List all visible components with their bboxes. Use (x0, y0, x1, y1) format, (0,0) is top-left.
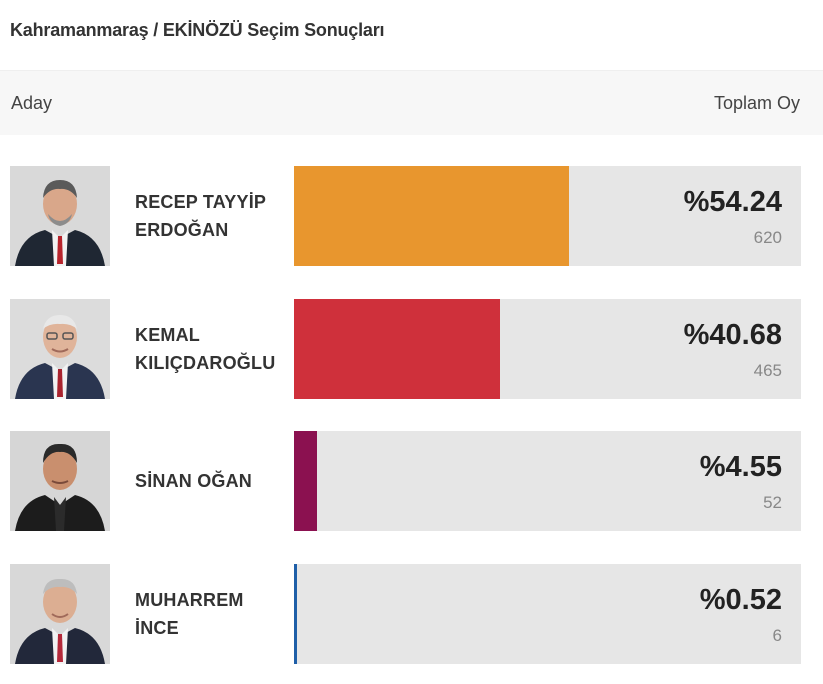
vote-bar-fill (294, 299, 500, 399)
vote-count: 465 (753, 361, 782, 380)
candidate-name-line1: RECEP TAYYİP (135, 192, 267, 212)
candidate-photo (10, 166, 110, 266)
vote-count: 620 (753, 228, 782, 247)
vote-bar-track: %4.55 52 (294, 431, 801, 531)
header-candidate: Aday (11, 93, 53, 113)
candidate-name-line1: MUHARREM (135, 590, 244, 610)
vote-percent: %4.55 (699, 451, 782, 483)
candidate-photo (10, 431, 110, 531)
vote-bar-track: %0.52 6 (294, 564, 801, 664)
candidate-photo (10, 564, 110, 664)
candidate-name-line2: ERDOĞAN (135, 220, 229, 240)
candidate-row[interactable]: SİNAN OĞAN %4.55 52 (0, 431, 823, 531)
vote-percent: %0.52 (699, 584, 782, 616)
vote-bar-track: %54.24 620 (294, 166, 801, 266)
vote-count: 6 (772, 626, 782, 645)
vote-bar-fill (294, 166, 569, 266)
candidate-name-line1: KEMAL (135, 325, 200, 345)
candidate-photo (10, 299, 110, 399)
vote-percent: %54.24 (683, 186, 782, 218)
candidate-name: RECEP TAYYİP ERDOĞAN (135, 166, 285, 266)
vote-count: 52 (763, 493, 782, 512)
header-total-votes: Toplam Oy (713, 93, 800, 113)
candidate-name: KEMAL KILIÇDAROĞLU (135, 299, 285, 399)
candidate-name: MUHARREM İNCE (135, 564, 285, 664)
candidate-portrait-icon (10, 299, 110, 399)
candidate-portrait-icon (10, 564, 110, 664)
vote-bar-fill (294, 564, 297, 664)
candidate-row[interactable]: MUHARREM İNCE %0.52 6 (0, 564, 823, 664)
candidate-name-line2: KILIÇDAROĞLU (135, 353, 276, 373)
candidate-portrait-icon (10, 166, 110, 266)
candidate-row[interactable]: KEMAL KILIÇDAROĞLU %40.68 465 (0, 299, 823, 399)
candidate-row[interactable]: RECEP TAYYİP ERDOĞAN %54.24 620 (0, 166, 823, 266)
photo-tie (57, 236, 63, 264)
vote-bar-fill (294, 431, 317, 531)
vote-bar-track: %40.68 465 (294, 299, 801, 399)
candidate-name: SİNAN OĞAN (135, 431, 285, 531)
page-title: Kahramanmaraş / EKİNÖZÜ Seçim Sonuçları (10, 20, 385, 40)
candidate-name-line1: SİNAN OĞAN (135, 471, 253, 491)
vote-percent: %40.68 (683, 319, 782, 351)
candidate-name-line2: İNCE (135, 618, 179, 638)
candidate-portrait-icon (10, 431, 110, 531)
results-table-header: Aday Toplam Oy (0, 70, 823, 135)
